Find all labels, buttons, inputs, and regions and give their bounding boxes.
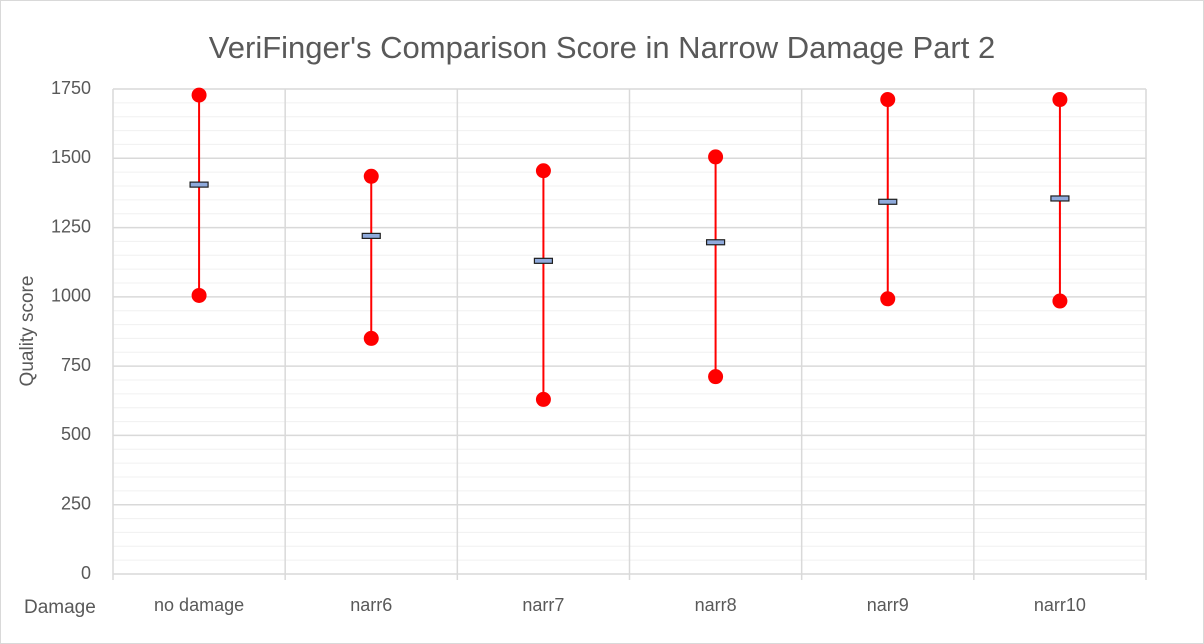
low-marker — [363, 330, 379, 346]
x-tick-label: narr8 — [695, 595, 737, 615]
mean-marker — [1050, 195, 1070, 202]
x-tick-label: narr7 — [522, 595, 564, 615]
y-tick-label: 750 — [61, 355, 91, 375]
high-marker — [708, 149, 724, 165]
x-tick-label: no damage — [154, 595, 244, 615]
high-marker — [880, 92, 896, 108]
low-marker — [191, 287, 207, 303]
low-marker — [1052, 293, 1068, 309]
y-tick-label: 1750 — [51, 78, 91, 98]
low-marker — [535, 391, 551, 407]
low-marker — [880, 291, 896, 307]
high-marker — [535, 163, 551, 179]
y-axis-title: Quality score — [17, 276, 38, 387]
mean-marker — [705, 239, 726, 246]
high-marker — [1052, 92, 1068, 108]
mean-marker — [189, 181, 209, 188]
mean-marker — [533, 257, 554, 264]
x-tick-label: narr10 — [1034, 595, 1086, 615]
marks: no damage narr6 narr7 narr8 narr9 narr10 — [154, 87, 1086, 615]
x-axis-title: Damage — [24, 597, 96, 618]
y-tick-label: 1250 — [51, 216, 91, 236]
y-tick-label: 1500 — [51, 147, 91, 167]
y-tick-label: 500 — [61, 424, 91, 444]
high-marker — [363, 168, 379, 184]
mean-marker — [878, 198, 898, 205]
grid: 0 250 500 750 1000 1250 1500 1750 — [51, 78, 1147, 583]
y-tick-label: 250 — [61, 493, 91, 513]
mean-marker — [361, 232, 381, 239]
x-tick-label: narr6 — [350, 595, 392, 615]
chart-title: VeriFinger's Comparison Score in Narrow … — [209, 30, 995, 65]
low-marker — [708, 369, 724, 385]
y-tick-label: 0 — [81, 563, 91, 583]
high-marker — [191, 87, 207, 103]
y-tick-label: 1000 — [51, 286, 91, 306]
x-tick-label: narr9 — [867, 595, 909, 615]
